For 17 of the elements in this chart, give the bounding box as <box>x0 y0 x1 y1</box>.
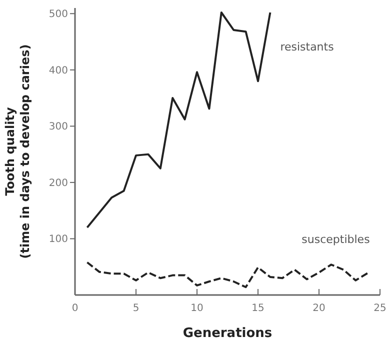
x-tick-label: 25 <box>374 303 386 314</box>
x-tick-label: 10 <box>190 303 204 314</box>
y-tick-label: 400 <box>48 65 68 76</box>
x-tick-label: 0 <box>72 303 78 314</box>
y-tick-label: 100 <box>48 234 68 246</box>
x-tick-label: 5 <box>132 303 140 314</box>
y-tick-label: 200 <box>48 178 68 189</box>
line-series <box>86 12 272 228</box>
y-tick-label: 500 <box>48 9 68 20</box>
y-tick-label: 300 <box>48 122 68 133</box>
x-tick-label: 15 <box>252 303 264 314</box>
line-series <box>86 261 369 288</box>
x-tick-label: 20 <box>312 303 326 314</box>
x-axis-title: Generations <box>182 326 272 341</box>
y-axis-title: Tooth quality (time in days to develop caries) <box>3 44 32 259</box>
series-label: resistants <box>280 40 334 54</box>
text: susceptibles <box>302 233 370 246</box>
